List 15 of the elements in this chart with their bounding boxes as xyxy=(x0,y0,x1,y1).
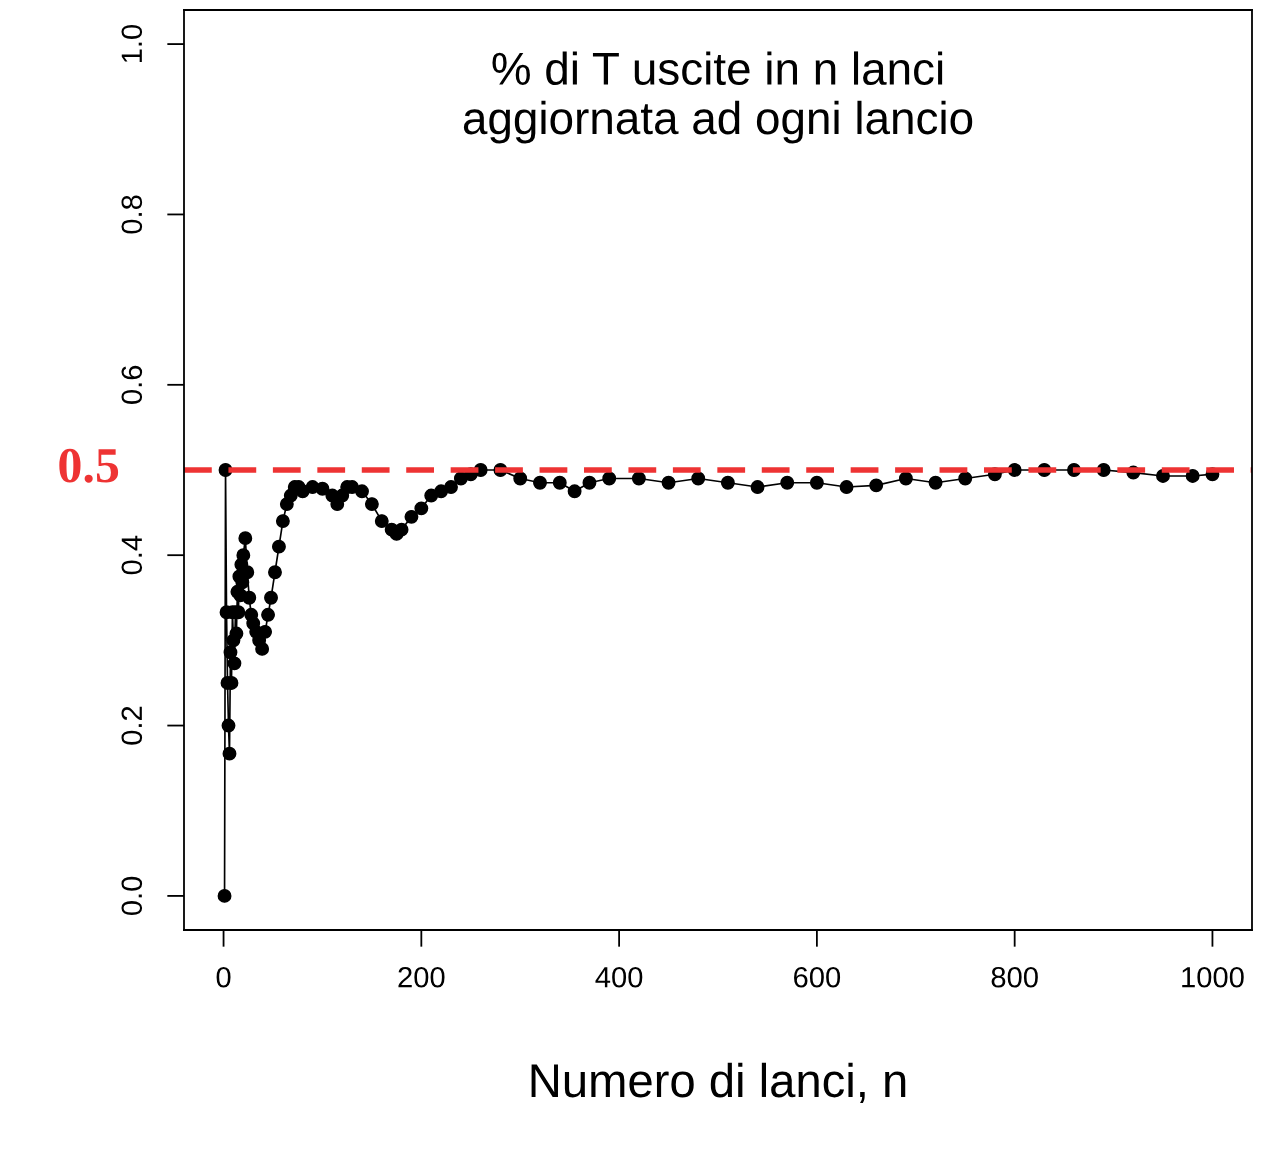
y-tick-label: 0.8 xyxy=(121,195,143,234)
y-tick-label: 0.4 xyxy=(121,535,143,575)
x-tick-label: 600 xyxy=(794,966,841,988)
y-tick-label: 0.2 xyxy=(121,706,143,745)
x-tick-label: 400 xyxy=(595,966,643,988)
x-tick-label: 200 xyxy=(398,966,445,988)
ref-line-label: 0.5 xyxy=(59,448,119,483)
text: % di T uscite in n lanci aggiornata ad ogni lancio xyxy=(463,51,973,144)
y-tick-label: 1.0 xyxy=(121,24,143,63)
y-tick-label: 0.6 xyxy=(121,365,143,404)
x-tick-label: 0 xyxy=(216,966,231,988)
x-tick-label: 1000 xyxy=(1182,966,1244,988)
y-tick-label: 0.0 xyxy=(121,876,143,916)
x-axis-title: Numero di lanci, n xyxy=(531,1062,906,1104)
x-tick-label: 800 xyxy=(991,966,1038,988)
